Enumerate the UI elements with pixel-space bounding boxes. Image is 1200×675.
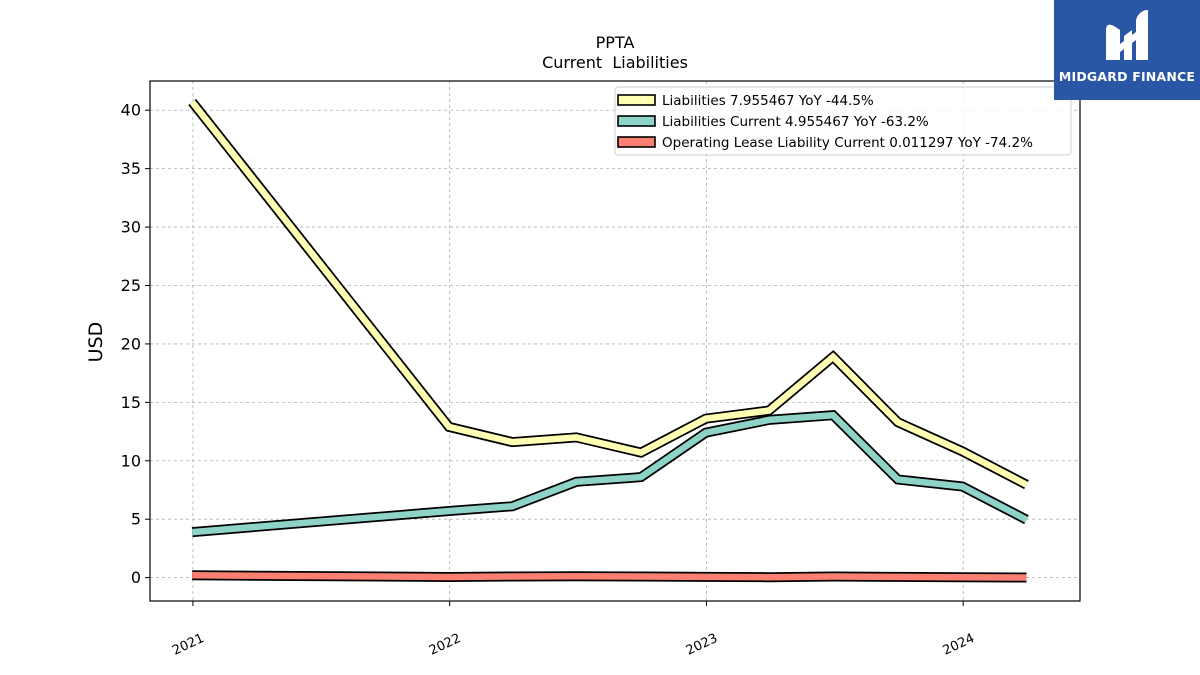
y-tick-label: 30 <box>121 218 141 237</box>
legend-swatch <box>617 115 656 127</box>
series-lines <box>188 98 1029 583</box>
midgard-finance-logo: MIDGARD FINANCE <box>1054 0 1200 100</box>
series-line <box>192 572 1027 581</box>
chart-title: PPTA <box>596 33 635 52</box>
y-tick-label: 0 <box>131 568 141 587</box>
y-tick-label: 5 <box>131 510 141 529</box>
midgard-m-logo-icon <box>1106 10 1148 61</box>
y-tick-label: 40 <box>121 101 141 120</box>
series-2 <box>191 410 1029 538</box>
y-tick-label: 25 <box>121 276 141 295</box>
y-tick-label: 15 <box>121 393 141 412</box>
series-1 <box>188 98 1029 490</box>
y-tick-label: 10 <box>121 451 141 470</box>
y-tick-label: 35 <box>121 159 141 178</box>
legend-swatch <box>617 136 656 148</box>
y-tick-label: 20 <box>121 334 141 353</box>
legend: Liabilities 7.955467 YoY -44.5% Liabiliti… <box>614 86 1072 156</box>
series-line <box>189 99 1029 488</box>
legend-label: Operating Lease Liability Current 0.0112… <box>662 135 1033 151</box>
legend-label: Liabilities Current 4.955467 YoY -63.2% <box>662 114 929 130</box>
legend-swatch <box>617 94 656 106</box>
brand-name: MIDGARD FINANCE <box>1058 69 1196 84</box>
series-3 <box>192 570 1027 583</box>
legend-box <box>614 86 1072 156</box>
chart-subtitle: Current Liabilities <box>542 53 688 72</box>
plot-frame <box>149 80 1081 602</box>
legend-label: Liabilities 7.955467 YoY -44.5% <box>662 93 874 109</box>
series-line <box>191 411 1028 536</box>
y-axis: 0 5 10 15 20 25 30 35 40 <box>121 101 150 587</box>
y-axis-label: USD <box>85 322 107 363</box>
